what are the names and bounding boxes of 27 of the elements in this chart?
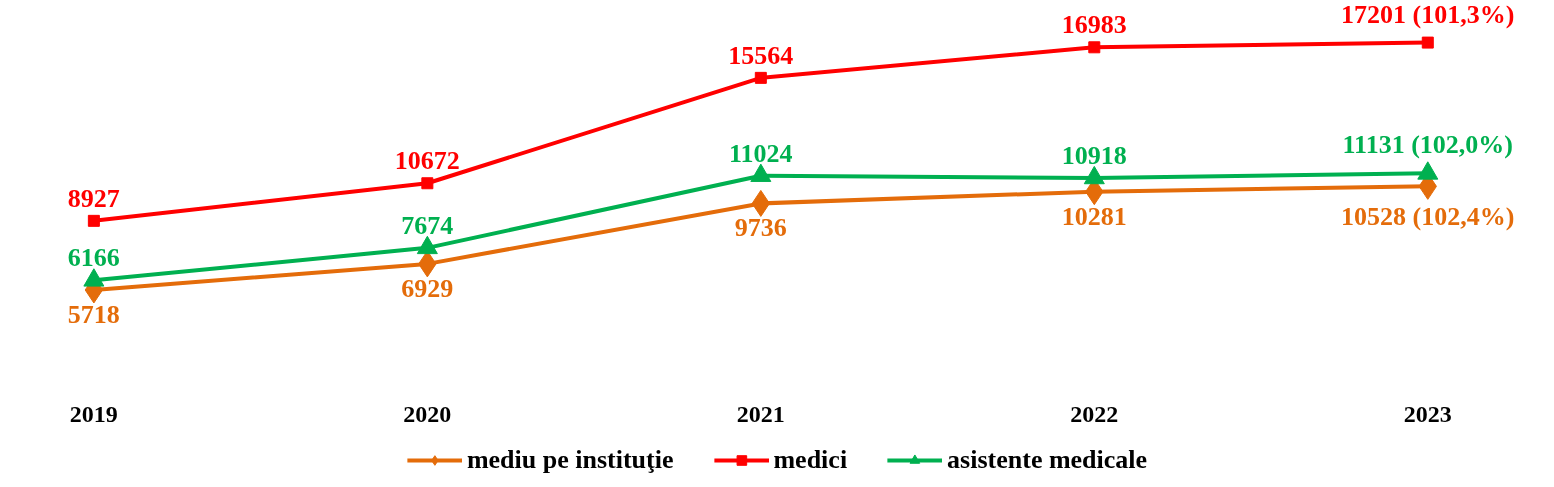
data-label: 10528 (102,4%) [1341,202,1515,232]
x-tick-label: 2020 [403,400,452,427]
data-label: 11024 [729,138,793,168]
legend-label: asistente medicale [947,445,1148,475]
data-label: 10281 [1061,201,1127,231]
data-label: 10918 [1061,140,1127,170]
data-label: 6929 [401,273,454,303]
data-label: 6166 [67,243,120,273]
point [87,214,100,227]
x-tick-label: 2023 [1403,400,1452,427]
data-label: 7674 [401,210,454,240]
data-label: 9736 [734,213,787,243]
data-label: 5718 [67,299,120,329]
point [1421,36,1434,49]
x-tick-label: 2019 [69,400,118,427]
data-label: 15564 [728,40,794,70]
point [1088,41,1101,54]
data-label: 16983 [1061,10,1127,40]
x-tick-label: 2021 [736,400,785,427]
x-tick-label: 2022 [1070,400,1119,427]
data-label: 11131 (102,0%) [1342,130,1514,160]
data-label: 8927 [67,183,120,213]
point [421,177,434,190]
data-label: 10672 [394,146,460,176]
legend-label: mediu pe instituţie [466,445,674,475]
legend-label: medici [773,445,848,475]
point [754,71,767,84]
